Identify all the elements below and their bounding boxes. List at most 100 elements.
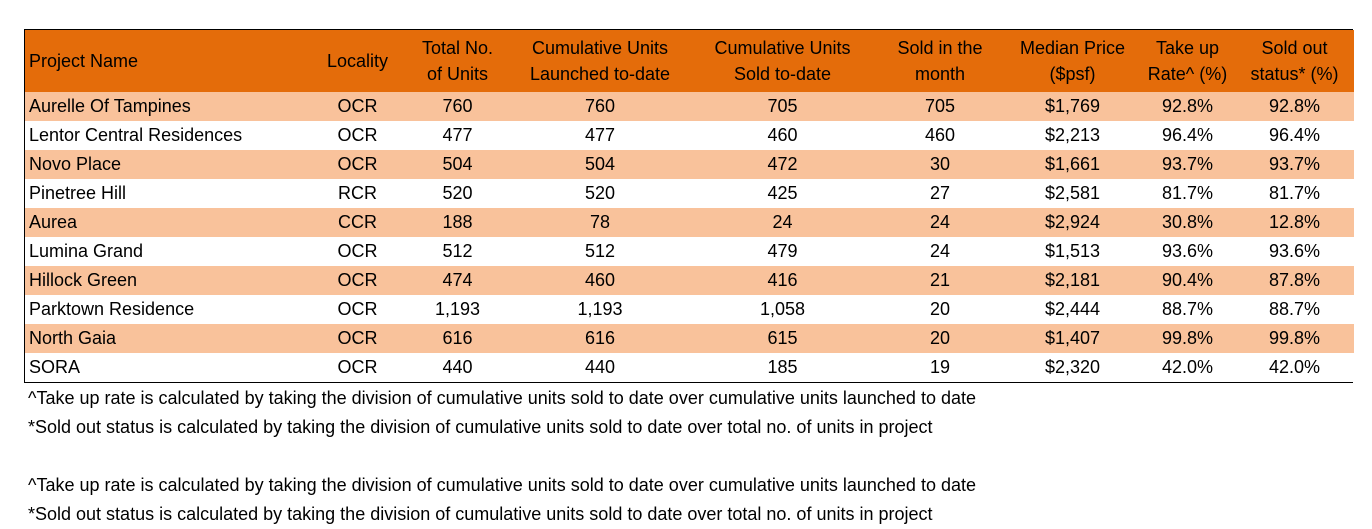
- table-cell: 504: [442, 154, 473, 174]
- project-name-cell: North Gaia: [29, 328, 117, 348]
- table-cell: $1,513: [1044, 241, 1101, 261]
- table-cell: 92.8%: [1161, 96, 1214, 116]
- table-cell: 93.6%: [1268, 241, 1321, 261]
- table-cell: OCR: [337, 154, 378, 174]
- column-header: Project Name: [29, 51, 139, 71]
- table-cell: 93.7%: [1161, 154, 1214, 174]
- project-name-cell: Hillock Green: [29, 270, 138, 290]
- project-name-cell: Aurea: [29, 212, 78, 232]
- table-cell: 440: [584, 357, 616, 377]
- project-name-cell: Aurelle Of Tampines: [29, 96, 191, 116]
- table-cell: 477: [584, 125, 616, 145]
- table-cell: 460: [767, 125, 798, 145]
- table-cell: 520: [442, 183, 473, 203]
- table-cell: CCR: [338, 212, 377, 232]
- table-cell: 705: [767, 96, 798, 116]
- table-cell: 615: [767, 328, 798, 348]
- table-cell: 512: [442, 241, 473, 261]
- take-up-rate-note: ^Take up rate is calculated by taking th…: [28, 388, 976, 408]
- notes-spacer: [28, 442, 976, 471]
- column-header: Cumulative Units Launched to-date: [529, 38, 671, 84]
- table-row: Aurelle Of Tampines OCR 760 760 705 705 $1,769…: [25, 92, 1354, 121]
- take-up-rate-note-repeat: ^Take up rate is calculated by taking th…: [28, 475, 976, 495]
- table-cell: RCR: [338, 183, 377, 203]
- table-cell: 99.8%: [1161, 328, 1214, 348]
- table-cell: 477: [442, 125, 473, 145]
- column-header: Cumulative Units Sold to-date: [714, 38, 851, 84]
- table-cell: 705: [924, 96, 956, 116]
- table-cell: 93.7%: [1268, 154, 1321, 174]
- table-row: Pinetree Hill RCR 520 520 425 27 $2,581 81.7% 81…: [25, 179, 1354, 208]
- project-name-cell: Parktown Residence: [29, 299, 195, 319]
- table-cell: 1,058: [759, 299, 806, 319]
- table-cell: 474: [442, 270, 473, 290]
- project-name-cell: Lentor Central Residences: [29, 125, 243, 145]
- table-cell: 42.0%: [1268, 357, 1321, 377]
- sales-table: Project Name Locality Total No. of Units Cum…: [25, 30, 1354, 382]
- table-cell: 520: [584, 183, 616, 203]
- table-cell: 185: [767, 357, 798, 377]
- table-cell: 760: [442, 96, 473, 116]
- column-header: Take up Rate^ (%): [1147, 38, 1228, 84]
- table-row: Parktown Residence OCR 1,193 1,193 1,058 20 $2…: [25, 295, 1354, 324]
- table-cell: 30: [929, 154, 951, 174]
- table-cell: 460: [584, 270, 616, 290]
- table-cell: 24: [929, 241, 951, 261]
- table-row: Novo Place OCR 504 504 472 30 $1,661 93.7% 93.7%: [25, 150, 1354, 179]
- table-cell: 616: [584, 328, 616, 348]
- table-cell: 440: [442, 357, 473, 377]
- table-cell: 21: [929, 270, 951, 290]
- table-cell: OCR: [337, 241, 378, 261]
- table-cell: 616: [442, 328, 473, 348]
- column-header: Total No. of Units: [421, 38, 494, 84]
- column-header: Sold out status* (%): [1250, 38, 1339, 84]
- table-cell: 30.8%: [1161, 212, 1214, 232]
- table-cell: 1,193: [434, 299, 481, 319]
- table-cell: 96.4%: [1161, 125, 1214, 145]
- table-cell: 19: [929, 357, 951, 377]
- table-cell: 42.0%: [1161, 357, 1214, 377]
- project-name-cell: Lumina Grand: [29, 241, 144, 261]
- table-cell: $2,924: [1044, 212, 1101, 232]
- table-cell: 96.4%: [1268, 125, 1321, 145]
- project-name-cell: Novo Place: [29, 154, 122, 174]
- table-row: Hillock Green OCR 474 460 416 21 $2,181 90.4% 87…: [25, 266, 1354, 295]
- table-cell: $1,769: [1044, 96, 1101, 116]
- table-cell: 460: [924, 125, 956, 145]
- table-cell: 760: [584, 96, 616, 116]
- table-cell: 88.7%: [1268, 299, 1321, 319]
- table-cell: $2,581: [1044, 183, 1101, 203]
- table-row: Aurea CCR 188 78 24 24 $2,924 30.8% 12.8%: [25, 208, 1354, 237]
- table-cell: 78: [589, 212, 611, 232]
- table-cell: OCR: [337, 299, 378, 319]
- table-cell: 88.7%: [1161, 299, 1214, 319]
- sold-out-status-note: *Sold out status is calculated by taking…: [28, 417, 933, 437]
- table-cell: $2,181: [1044, 270, 1101, 290]
- table-cell: 479: [767, 241, 798, 261]
- footnotes: ^Take up rate is calculated by taking th…: [28, 384, 976, 529]
- column-header: Median Price ($psf): [1019, 38, 1126, 84]
- table-cell: OCR: [337, 328, 378, 348]
- table-cell: 512: [584, 241, 616, 261]
- table-cell: 504: [584, 154, 616, 174]
- table-cell: $1,661: [1044, 154, 1101, 174]
- column-header: Sold in the month: [897, 38, 983, 84]
- column-header: Locality: [326, 51, 389, 71]
- table-cell: 81.7%: [1161, 183, 1214, 203]
- table-row: North Gaia OCR 616 616 615 20 $1,407 99.8% 99.8%: [25, 324, 1354, 353]
- table-cell: 188: [442, 212, 473, 232]
- sales-table-container: Project Name Locality Total No. of Units Cum…: [24, 29, 1354, 383]
- table-cell: 93.6%: [1161, 241, 1214, 261]
- project-name-cell: SORA: [29, 357, 81, 377]
- table-cell: 20: [929, 328, 951, 348]
- table-cell: OCR: [337, 125, 378, 145]
- table-cell: 20: [929, 299, 951, 319]
- table-cell: 1,193: [577, 299, 623, 319]
- table-cell: 87.8%: [1268, 270, 1321, 290]
- table-body: Aurelle Of Tampines OCR 760 760 705 705 $1,769…: [25, 92, 1354, 382]
- table-cell: $2,444: [1044, 299, 1101, 319]
- table-cell: OCR: [337, 96, 378, 116]
- table-cell: OCR: [337, 357, 378, 377]
- table-cell: 92.8%: [1268, 96, 1321, 116]
- table-cell: 90.4%: [1161, 270, 1214, 290]
